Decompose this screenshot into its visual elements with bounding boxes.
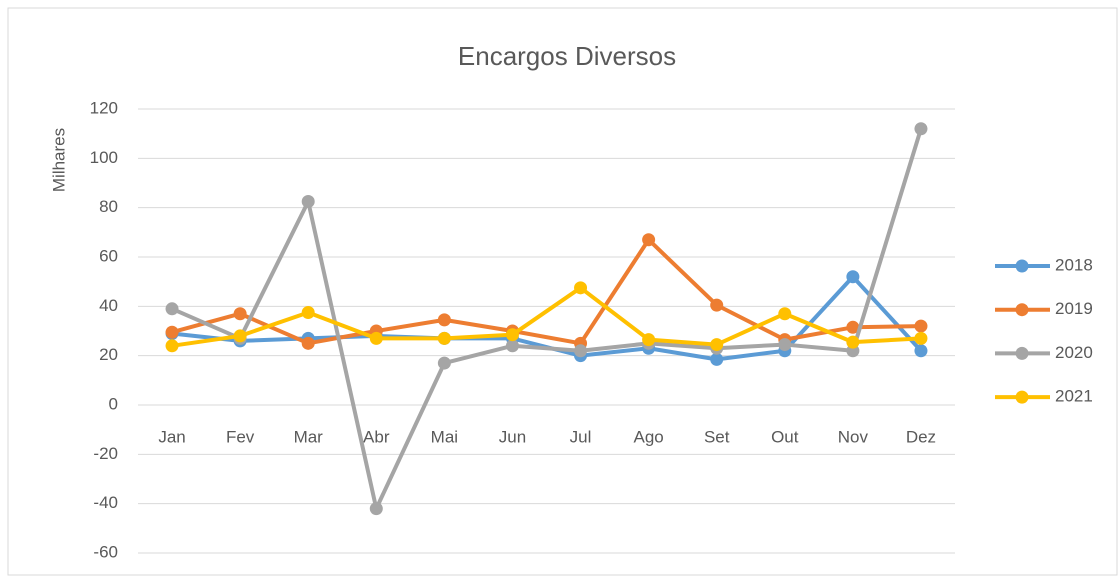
legend-label: 2021 [1055, 387, 1093, 406]
y-tick-label: 60 [99, 246, 118, 265]
data-point [165, 302, 179, 316]
data-point [574, 344, 588, 358]
data-point [301, 306, 315, 319]
data-point [369, 331, 383, 345]
data-point [437, 331, 451, 345]
legend-marker [1015, 303, 1029, 317]
data-point [710, 298, 724, 312]
series-line [171, 285, 922, 348]
chart-border [7, 7, 1118, 576]
data-point [846, 335, 860, 349]
data-point [165, 325, 179, 339]
data-point [914, 344, 928, 358]
y-tick-label: 40 [99, 296, 118, 315]
data-point [914, 122, 928, 136]
y-axis-label: Milhares [49, 128, 68, 192]
y-tick-label: 20 [99, 345, 118, 364]
x-tick-label: Mar [294, 427, 324, 446]
data-point [301, 195, 315, 208]
legend-marker [1015, 259, 1029, 273]
data-point [369, 502, 383, 516]
data-point [165, 339, 179, 353]
legend-label: 2019 [1055, 299, 1093, 318]
x-tick-label: Mai [431, 427, 458, 446]
x-tick-label: Out [771, 427, 799, 446]
x-tick-label: Nov [838, 427, 869, 446]
data-point [233, 329, 247, 343]
data-point [710, 338, 724, 352]
data-point [778, 338, 792, 352]
data-point [505, 339, 519, 353]
x-tick-label: Jan [158, 427, 185, 446]
data-point [778, 307, 792, 321]
legend-label: 2018 [1055, 255, 1093, 274]
data-point [301, 336, 315, 350]
y-tick-label: 100 [90, 148, 118, 167]
legend-label: 2020 [1055, 343, 1093, 362]
x-tick-label: Set [704, 427, 730, 446]
series-line [171, 128, 923, 511]
x-tick-label: Fev [226, 427, 255, 446]
data-point [710, 352, 724, 366]
data-point [233, 307, 247, 321]
x-tick-label: Jul [570, 427, 592, 446]
y-tick-label: -20 [93, 444, 118, 463]
legend-marker [1015, 390, 1029, 404]
data-point [437, 356, 451, 370]
chart-title: Encargos Diversos [458, 41, 676, 71]
data-point [914, 331, 928, 345]
legend-marker [1015, 346, 1029, 360]
x-tick-label: Jun [499, 427, 526, 446]
data-point [846, 270, 860, 284]
x-tick-label: Dez [906, 427, 936, 446]
data-point [914, 319, 928, 333]
y-tick-label: 80 [99, 197, 118, 216]
y-tick-label: 0 [109, 394, 118, 413]
x-tick-label: Ago [634, 427, 664, 446]
data-point [574, 281, 588, 295]
data-point [437, 313, 451, 327]
y-tick-label: -60 [93, 542, 118, 561]
data-point [846, 320, 860, 334]
y-tick-label: 120 [90, 98, 118, 117]
x-tick-label: Abr [363, 427, 390, 446]
data-point [642, 233, 656, 247]
data-point [642, 333, 656, 347]
series-line [171, 237, 921, 346]
data-point [505, 328, 519, 342]
y-tick-label: -40 [93, 493, 118, 512]
